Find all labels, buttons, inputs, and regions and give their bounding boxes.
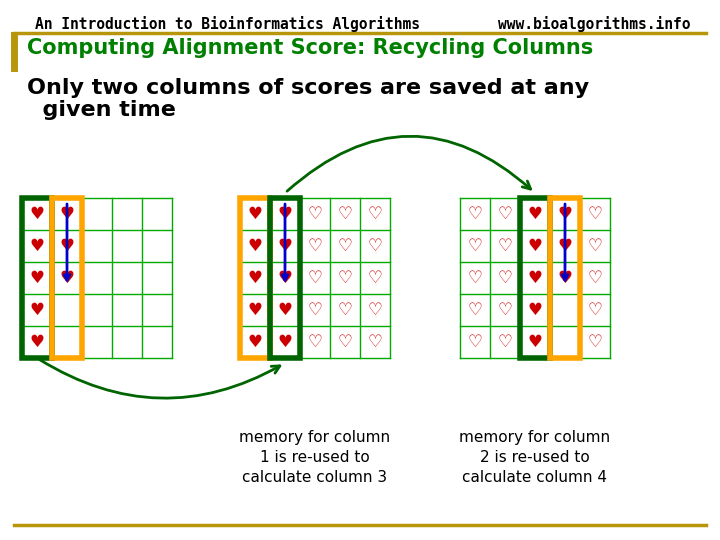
Text: ♥: ♥: [60, 237, 74, 255]
Text: ♥: ♥: [528, 237, 542, 255]
Text: ♥: ♥: [557, 237, 572, 255]
Text: ♡: ♡: [467, 237, 482, 255]
Bar: [22, 198, 52, 358]
Text: ♥: ♥: [528, 301, 542, 319]
Text: ♡: ♡: [338, 333, 352, 351]
Text: ♡: ♡: [307, 205, 323, 223]
Text: ♥: ♥: [248, 269, 262, 287]
Text: ♥: ♥: [248, 301, 262, 319]
Bar: [240, 198, 270, 358]
Text: ♥: ♥: [248, 205, 262, 223]
Text: ♡: ♡: [338, 269, 352, 287]
Text: ♥: ♥: [557, 269, 572, 287]
Text: ♡: ♡: [368, 301, 382, 319]
Text: ♡: ♡: [368, 237, 382, 255]
Text: ♥: ♥: [278, 205, 292, 223]
Text: ♥: ♥: [278, 333, 292, 351]
Text: ♥: ♥: [278, 301, 292, 319]
Text: ♥: ♥: [278, 269, 292, 287]
Text: ♡: ♡: [588, 205, 603, 223]
Text: ♥: ♥: [248, 237, 262, 255]
Text: ♡: ♡: [368, 269, 382, 287]
Text: www.bioalgorithms.info: www.bioalgorithms.info: [498, 16, 690, 32]
Text: ♡: ♡: [368, 205, 382, 223]
Text: ♡: ♡: [307, 301, 323, 319]
Text: ♡: ♡: [338, 237, 352, 255]
Bar: [550, 198, 580, 358]
Text: ♡: ♡: [467, 301, 482, 319]
Text: ♥: ♥: [60, 205, 74, 223]
Text: ♥: ♥: [30, 269, 45, 287]
Text: ♥: ♥: [30, 205, 45, 223]
Text: ♡: ♡: [588, 301, 603, 319]
Text: ♡: ♡: [588, 333, 603, 351]
Text: memory for column
2 is re-used to
calculate column 4: memory for column 2 is re-used to calcul…: [459, 430, 611, 484]
Text: ♡: ♡: [467, 269, 482, 287]
Bar: [52, 198, 82, 358]
Text: ♡: ♡: [467, 205, 482, 223]
Text: memory for column
1 is re-used to
calculate column 3: memory for column 1 is re-used to calcul…: [240, 430, 390, 484]
Text: ♥: ♥: [60, 269, 74, 287]
Text: ♡: ♡: [498, 301, 513, 319]
Text: ♥: ♥: [30, 333, 45, 351]
Text: given time: given time: [27, 100, 176, 120]
Text: ♥: ♥: [278, 237, 292, 255]
Text: ♥: ♥: [528, 205, 542, 223]
Text: ♥: ♥: [557, 205, 572, 223]
Text: ♥: ♥: [528, 269, 542, 287]
Text: ♥: ♥: [30, 301, 45, 319]
FancyArrowPatch shape: [40, 360, 280, 398]
Text: ♡: ♡: [307, 333, 323, 351]
Text: Computing Alignment Score: Recycling Columns: Computing Alignment Score: Recycling Col…: [27, 38, 593, 58]
FancyArrowPatch shape: [287, 136, 531, 191]
Text: ♡: ♡: [368, 333, 382, 351]
Text: ♡: ♡: [338, 205, 352, 223]
Text: ♡: ♡: [498, 269, 513, 287]
Text: An Introduction to Bioinformatics Algorithms: An Introduction to Bioinformatics Algori…: [35, 16, 420, 32]
Text: ♡: ♡: [498, 205, 513, 223]
Text: ♥: ♥: [528, 333, 542, 351]
Text: ♡: ♡: [498, 237, 513, 255]
Bar: [270, 198, 300, 358]
Text: ♡: ♡: [338, 301, 352, 319]
Text: ♡: ♡: [498, 333, 513, 351]
Text: Only two columns of scores are saved at any: Only two columns of scores are saved at …: [27, 78, 589, 98]
Text: ♥: ♥: [248, 333, 262, 351]
Text: ♥: ♥: [30, 237, 45, 255]
Text: ♡: ♡: [467, 333, 482, 351]
Text: ♡: ♡: [588, 269, 603, 287]
Text: ♡: ♡: [307, 237, 323, 255]
Bar: [520, 198, 550, 358]
Text: ♡: ♡: [588, 237, 603, 255]
Text: ♡: ♡: [307, 269, 323, 287]
